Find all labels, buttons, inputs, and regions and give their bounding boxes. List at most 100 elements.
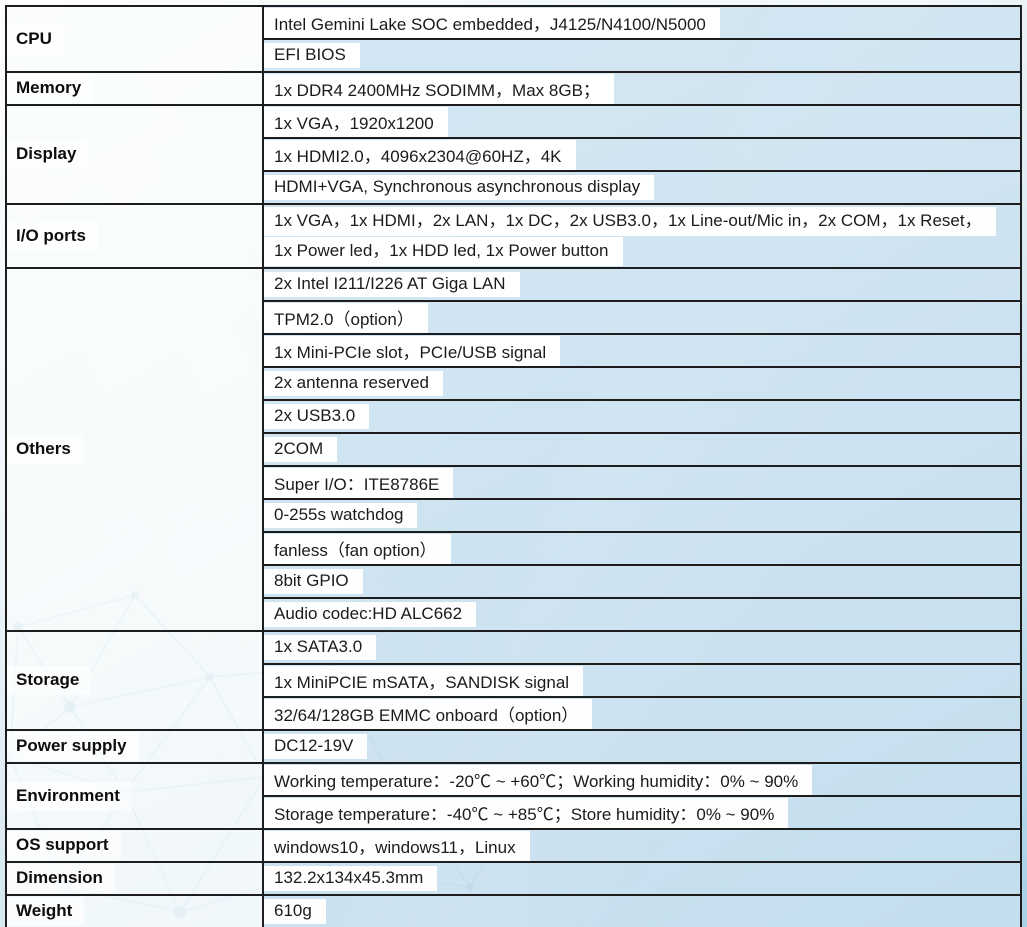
spec-value-text: 2x antenna reserved xyxy=(265,371,443,396)
spec-value-text: 1x MiniPCIE mSATA，SANDISK signal xyxy=(265,666,584,695)
table-row: CPU Intel Gemini Lake SOC embedded，J4125… xyxy=(5,5,1022,73)
spec-value-others-10: 8bit GPIO xyxy=(262,564,1022,599)
io-ports-line-2: 1x Power led，1x HDD led, 1x Power button xyxy=(265,236,1019,266)
row-label-text: Power supply xyxy=(8,732,139,761)
spec-value-text: 132.2x134x45.3mm xyxy=(265,866,438,891)
spec-value-others-4: 2x antenna reserved xyxy=(262,366,1022,401)
spec-table: CPU Intel Gemini Lake SOC embedded，J4125… xyxy=(5,5,1022,927)
spec-value-others-7: Super I/O：ITE8786E xyxy=(262,465,1022,500)
table-row: TPM2.0（option） xyxy=(6,300,1022,335)
table-row: Storage 1x SATA3.0 xyxy=(5,630,1022,731)
table-row: 1x Mini-PCIe slot，PCIe/USB signal xyxy=(6,333,1022,368)
table-row: I/O ports 1x VGA，1x HDMI，2x LAN，1x DC，2x… xyxy=(5,203,1022,269)
spec-value-text: 0-255s watchdog xyxy=(265,503,418,528)
spec-value-environment-2: Storage temperature：-40℃ ~ +85℃；Store hu… xyxy=(262,795,1022,830)
table-row: 1x MiniPCIE mSATA，SANDISK signal xyxy=(6,663,1022,698)
spec-value-text: EFI BIOS xyxy=(265,43,360,68)
row-label-memory: Memory xyxy=(5,71,264,106)
row-label-text: Dimension xyxy=(8,864,115,893)
table-row: EFI BIOS xyxy=(6,38,1022,73)
spec-value-storage-2: 1x MiniPCIE mSATA，SANDISK signal xyxy=(262,663,1022,698)
row-label-environment: Environment xyxy=(5,762,264,830)
spec-value-weight: 610g xyxy=(262,894,1022,927)
table-row: 8bit GPIO xyxy=(6,564,1022,599)
row-label-io-ports: I/O ports xyxy=(5,203,264,269)
table-row: 2COM xyxy=(6,432,1022,467)
row-label-storage: Storage xyxy=(5,630,264,731)
table-row: Display 1x VGA，1920x1200 xyxy=(5,104,1022,205)
table-row: Power supply DC12-19V xyxy=(5,729,1022,764)
row-label-text: Display xyxy=(8,140,89,169)
spec-value-text: windows10，windows11，Linux xyxy=(265,831,530,860)
table-row: Super I/O：ITE8786E xyxy=(6,465,1022,500)
spec-value-text: DC12-19V xyxy=(265,734,368,759)
row-label-cpu: CPU xyxy=(5,5,264,73)
row-label-text: CPU xyxy=(8,24,64,54)
row-label-text: Others xyxy=(8,435,83,464)
table-row: Audio codec:HD ALC662 xyxy=(6,597,1022,632)
spec-value-text: Audio codec:HD ALC662 xyxy=(265,602,477,627)
spec-value-storage-1: 1x SATA3.0 xyxy=(262,630,1022,665)
spec-value-dimension: 132.2x134x45.3mm xyxy=(262,861,1022,896)
row-label-text: Weight xyxy=(8,897,85,926)
spec-value-display-1: 1x VGA，1920x1200 xyxy=(262,104,1022,139)
row-label-text: Storage xyxy=(8,666,92,695)
spec-value-text: Intel Gemini Lake SOC embedded，J4125/N41… xyxy=(265,8,720,37)
table-row: Memory 1x DDR4 2400MHz SODIMM，Max 8GB； xyxy=(5,71,1022,106)
spec-value-text: 2x USB3.0 xyxy=(265,404,370,429)
row-label-text: Memory xyxy=(8,74,94,103)
spec-value-text: 32/64/128GB EMMC onboard（option） xyxy=(265,699,593,728)
table-row: fanless（fan option） xyxy=(6,531,1022,566)
spec-value-text: TPM2.0（option） xyxy=(265,303,428,332)
spec-value-text: 1x Power led，1x HDD led, 1x Power button xyxy=(265,236,623,266)
spec-value-text: 2COM xyxy=(265,437,338,462)
spec-value-text: HDMI+VGA, Synchronous asynchronous displ… xyxy=(265,175,655,200)
table-row: 2x antenna reserved xyxy=(6,366,1022,401)
spec-value-display-2: 1x HDMI2.0，4096x2304@60HZ，4K xyxy=(262,137,1022,172)
io-ports-line-1: 1x VGA，1x HDMI，2x LAN，1x DC，2x USB3.0，1x… xyxy=(265,206,1019,236)
table-row: 0-255s watchdog xyxy=(6,498,1022,533)
table-row: 32/64/128GB EMMC onboard（option） xyxy=(6,696,1022,731)
table-row: 1x HDMI2.0，4096x2304@60HZ，4K xyxy=(6,137,1022,172)
spec-value-cpu-2: EFI BIOS xyxy=(262,38,1022,73)
row-label-power-supply: Power supply xyxy=(5,729,264,764)
spec-value-text: 1x Mini-PCIe slot，PCIe/USB signal xyxy=(265,336,561,365)
spec-value-others-8: 0-255s watchdog xyxy=(262,498,1022,533)
spec-value-others-2: TPM2.0（option） xyxy=(262,300,1022,335)
row-label-text: I/O ports xyxy=(8,221,98,251)
row-label-os-support: OS support xyxy=(5,828,264,863)
row-label-dimension: Dimension xyxy=(5,861,264,896)
spec-value-text: Super I/O：ITE8786E xyxy=(265,468,454,497)
spec-value-display-3: HDMI+VGA, Synchronous asynchronous displ… xyxy=(262,170,1022,205)
table-row: Others 2x Intel I211/I226 AT Giga LAN xyxy=(5,267,1022,632)
spec-value-text: 1x SATA3.0 xyxy=(265,635,377,660)
table-row: OS support windows10，windows11，Linux xyxy=(5,828,1022,863)
spec-value-others-11: Audio codec:HD ALC662 xyxy=(262,597,1022,632)
spec-value-cpu-1: Intel Gemini Lake SOC embedded，J4125/N41… xyxy=(262,5,1022,40)
spec-value-power-supply: DC12-19V xyxy=(262,729,1022,764)
table-row: HDMI+VGA, Synchronous asynchronous displ… xyxy=(6,170,1022,205)
spec-value-others-6: 2COM xyxy=(262,432,1022,467)
spec-value-text: Storage temperature：-40℃ ~ +85℃；Store hu… xyxy=(265,798,789,827)
spec-value-text: 1x HDMI2.0，4096x2304@60HZ，4K xyxy=(265,140,576,169)
table-row: 2x USB3.0 xyxy=(6,399,1022,434)
spec-value-text: 2x Intel I211/I226 AT Giga LAN xyxy=(265,272,520,297)
table-row: Weight 610g xyxy=(5,894,1022,927)
spec-value-text: fanless（fan option） xyxy=(265,534,451,563)
spec-value-text: 8bit GPIO xyxy=(265,569,363,594)
spec-value-io-ports: 1x VGA，1x HDMI，2x LAN，1x DC，2x USB3.0，1x… xyxy=(262,203,1022,269)
table-row: Storage temperature：-40℃ ~ +85℃；Store hu… xyxy=(6,795,1022,830)
spec-value-text: 1x VGA，1x HDMI，2x LAN，1x DC，2x USB3.0，1x… xyxy=(265,206,996,236)
spec-value-memory: 1x DDR4 2400MHz SODIMM，Max 8GB； xyxy=(262,71,1022,106)
table-row: Dimension 132.2x134x45.3mm xyxy=(5,861,1022,896)
row-label-text: Environment xyxy=(8,781,132,811)
spec-value-others-9: fanless（fan option） xyxy=(262,531,1022,566)
spec-value-text: 1x VGA，1920x1200 xyxy=(265,107,448,136)
spec-value-others-1: 2x Intel I211/I226 AT Giga LAN xyxy=(262,267,1022,302)
row-label-text: OS support xyxy=(8,831,121,860)
row-label-weight: Weight xyxy=(5,894,264,927)
spec-value-environment-1: Working temperature：-20℃ ~ +60℃；Working … xyxy=(262,762,1022,797)
spec-value-text: Working temperature：-20℃ ~ +60℃；Working … xyxy=(265,765,813,794)
row-label-others: Others xyxy=(5,267,264,632)
spec-value-others-3: 1x Mini-PCIe slot，PCIe/USB signal xyxy=(262,333,1022,368)
